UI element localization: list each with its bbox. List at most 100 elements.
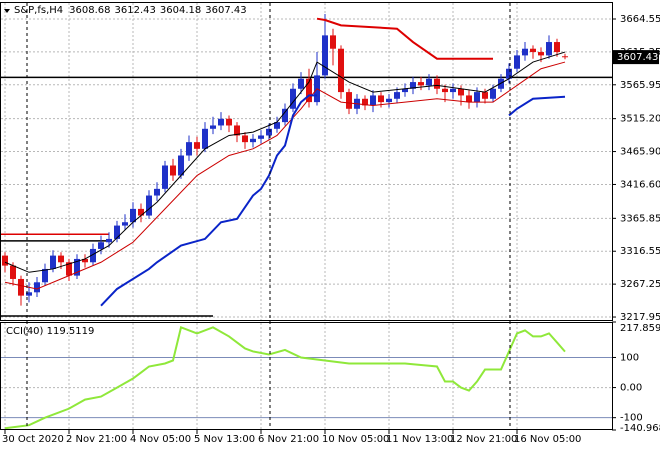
candle-body — [90, 248, 96, 263]
y-tick-label: 3565.95 — [620, 80, 660, 91]
candle-body — [122, 222, 128, 226]
x-tick-label: 10 Nov 05:00 — [322, 434, 389, 445]
overlay-line — [4, 61, 566, 290]
candle-body — [290, 88, 296, 109]
candle-body — [274, 122, 280, 129]
high-value: 3612.43 — [115, 5, 156, 16]
candle-body — [434, 78, 440, 89]
candle-body — [346, 92, 352, 109]
candle-body — [154, 188, 160, 196]
indicator-tick-label: 0.00 — [620, 383, 642, 394]
y-tick-label: 3465.90 — [620, 147, 660, 158]
candle-body — [418, 82, 424, 86]
candle-body — [250, 138, 256, 143]
candle-body — [66, 262, 72, 276]
candle-body — [546, 42, 552, 56]
overlay-line — [100, 94, 566, 307]
candle-body — [2, 255, 8, 266]
x-tick-label: 5 Nov 13:00 — [194, 434, 255, 445]
candle-body — [426, 78, 432, 86]
candle-body — [466, 95, 472, 103]
indicator-tick-label: -100 — [620, 413, 643, 424]
x-tick-label: 2 Nov 21:00 — [66, 434, 127, 445]
candle-body — [114, 225, 120, 239]
candle-body — [506, 68, 512, 79]
y-tick-label: 3365.85 — [620, 213, 660, 224]
candle-body — [234, 125, 240, 136]
price-label: 3607.43 — [617, 52, 658, 63]
candle-body — [370, 95, 376, 106]
candle-body — [386, 98, 392, 103]
candle-body — [194, 142, 200, 149]
candle-body — [82, 258, 88, 263]
candle-body — [10, 265, 16, 279]
indicator-title: CCI(40) 119.5119 — [6, 326, 94, 337]
candle-body — [130, 208, 136, 223]
x-tick-label: 11 Nov 13:00 — [386, 434, 453, 445]
x-tick-label: 16 Nov 05:00 — [514, 434, 581, 445]
close-value: 3607.43 — [205, 5, 246, 16]
candle-body — [402, 88, 408, 93]
candle-body — [98, 242, 104, 249]
y-tick-label: 3664.55 — [620, 14, 660, 25]
chart-header: S&P,fs,H4 3608.68 3612.43 3604.18 3607.43 — [14, 5, 247, 16]
candle-body — [26, 292, 32, 296]
open-value: 3608.68 — [69, 5, 110, 16]
candle-body — [226, 118, 232, 126]
candle-body — [282, 108, 288, 123]
y-tick-label: 3267.25 — [620, 279, 660, 290]
low-value: 3604.18 — [160, 5, 201, 16]
overlay-line — [316, 17, 493, 60]
candle-body — [394, 92, 400, 99]
indicator-line — [4, 326, 566, 430]
candle-body — [378, 95, 384, 103]
indicator-tick-label: 100 — [620, 352, 639, 363]
candle-body — [34, 282, 40, 293]
main-frame — [0, 2, 613, 321]
candle-body — [322, 35, 328, 76]
price-box — [612, 50, 659, 65]
candle-body — [490, 88, 496, 99]
candle-body — [474, 92, 480, 103]
y-tick-label: 3316.55 — [620, 246, 660, 257]
candle-body — [146, 195, 152, 216]
candle-body — [202, 128, 208, 149]
candle-body — [138, 208, 144, 216]
candle-body — [514, 55, 520, 69]
candle-body — [458, 88, 464, 96]
candle-body — [562, 56, 568, 58]
y-tick-label: 3416.60 — [620, 179, 660, 190]
x-tick-label: 12 Nov 21:00 — [450, 434, 517, 445]
indicator-tick-label: 217.8598 — [620, 323, 660, 334]
candle-body — [330, 35, 336, 49]
candle-body — [218, 118, 224, 126]
y-tick-label: 3217.95 — [620, 312, 660, 323]
y-tick-label: 3515.20 — [620, 114, 660, 125]
candle-body — [178, 155, 184, 176]
candle-body — [442, 88, 448, 93]
candle-body — [186, 142, 192, 156]
candle-body — [338, 48, 344, 93]
candle-body — [450, 88, 456, 93]
menu-triangle[interactable] — [4, 9, 10, 13]
candle-body — [258, 135, 264, 139]
overlay-line — [4, 51, 566, 273]
candle-body — [298, 78, 304, 89]
candle-body — [554, 42, 560, 53]
candle-body — [530, 48, 536, 53]
candle-body — [242, 135, 248, 143]
candle-body — [306, 78, 312, 103]
candle-body — [18, 278, 24, 296]
x-tick-label: 4 Nov 05:00 — [130, 434, 191, 445]
candle-body — [210, 125, 216, 129]
candle-body — [538, 52, 544, 56]
candle-body — [50, 255, 56, 269]
candle-body — [162, 165, 168, 189]
candle-body — [522, 48, 528, 56]
candle-body — [266, 128, 272, 136]
chart-title: S&P,fs,H4 — [14, 5, 63, 16]
x-tick-label: 6 Nov 21:00 — [258, 434, 319, 445]
candle-body — [58, 255, 64, 263]
